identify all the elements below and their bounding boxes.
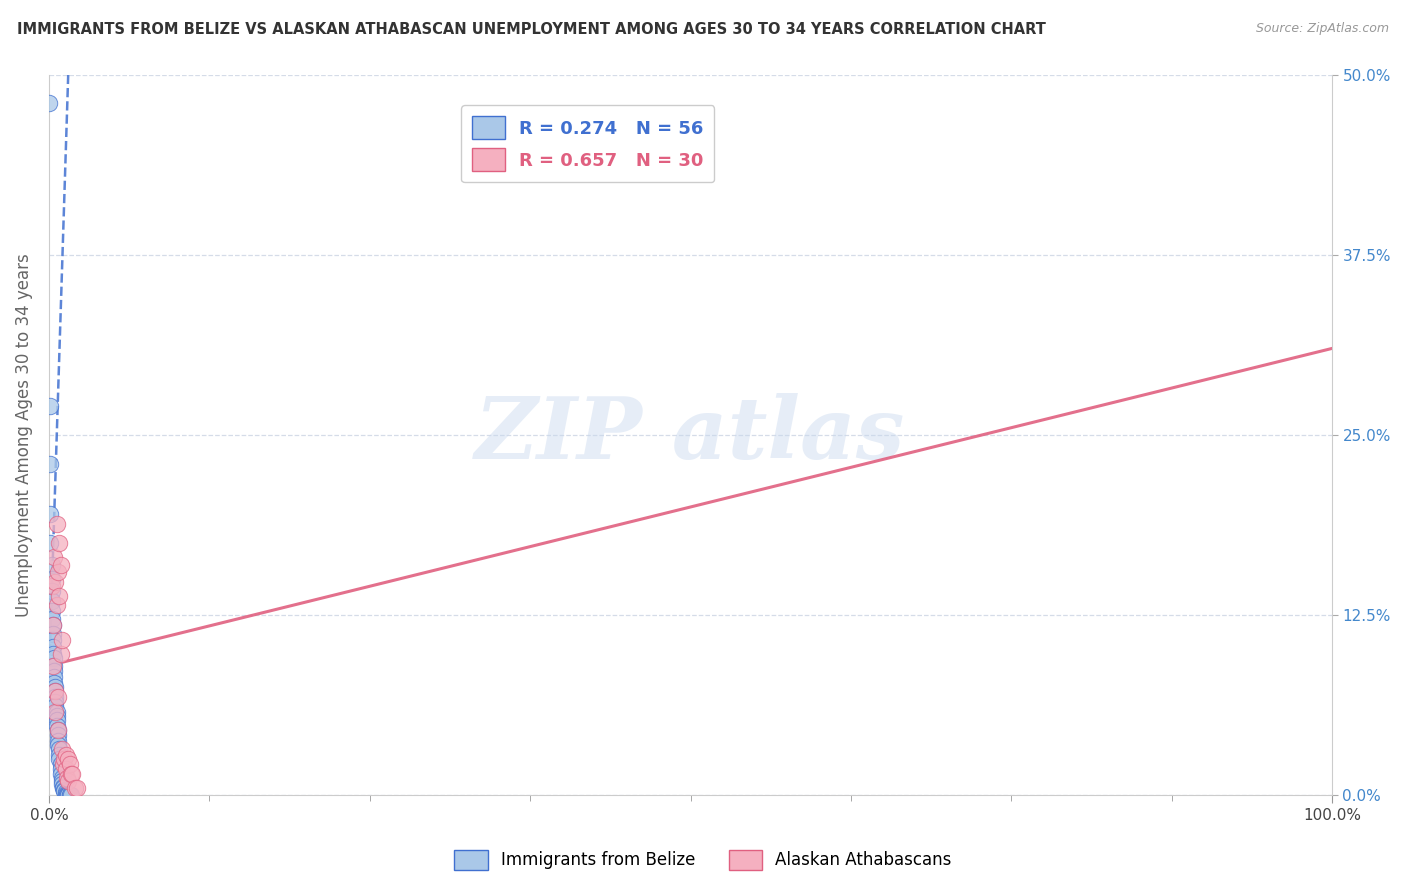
Point [44, 684, 66, 698]
Point [59, 789, 82, 803]
Point [48, 747, 70, 762]
Point [51, 777, 73, 791]
Point [45, 517, 67, 532]
Point [58, 756, 80, 771]
Point [49, 647, 72, 661]
Point [53, 782, 76, 797]
Point [45, 705, 67, 719]
Point [41, 593, 63, 607]
Point [58, 789, 80, 803]
Point [55, 787, 77, 801]
Point [41, 583, 63, 598]
Point [42, 632, 65, 647]
Point [42, 647, 65, 661]
Point [60, 766, 83, 780]
Point [45, 719, 67, 733]
Point [56, 789, 79, 803]
Point [44, 695, 66, 709]
Point [66, 780, 89, 795]
Point [63, 780, 86, 795]
Point [44, 684, 66, 698]
Point [42, 658, 65, 673]
Point [55, 762, 77, 776]
Point [39, 536, 62, 550]
Point [44, 698, 66, 713]
Point [46, 723, 69, 738]
Point [42, 670, 65, 684]
Point [44, 705, 66, 719]
Point [45, 709, 67, 723]
Point [53, 752, 76, 766]
Point [42, 658, 65, 673]
Point [46, 723, 69, 738]
Point [46, 565, 69, 579]
Point [41, 572, 63, 586]
Point [41, 558, 63, 572]
Point [58, 789, 80, 803]
Point [58, 773, 80, 788]
Point [58, 752, 80, 766]
Point [41, 612, 63, 626]
Point [46, 733, 69, 747]
Point [46, 738, 69, 752]
Point [49, 756, 72, 771]
Point [49, 766, 72, 780]
Point [46, 728, 69, 742]
Point [51, 773, 73, 788]
Point [41, 579, 63, 593]
Point [48, 752, 70, 766]
Point [52, 780, 75, 795]
Point [51, 632, 73, 647]
Point [52, 780, 75, 794]
Point [44, 574, 66, 589]
Point [44, 680, 66, 694]
Point [58, 789, 80, 803]
Point [56, 787, 79, 801]
Point [48, 536, 70, 550]
Point [58, 789, 80, 803]
Point [42, 618, 65, 632]
Text: ZIP atlas: ZIP atlas [475, 393, 905, 476]
Point [49, 558, 72, 572]
Point [42, 618, 65, 632]
Point [39, 507, 62, 521]
Point [59, 766, 82, 780]
Point [55, 747, 77, 762]
Point [39, 457, 62, 471]
Legend: R = 0.274   N = 56, R = 0.657   N = 30: R = 0.274 N = 56, R = 0.657 N = 30 [461, 105, 714, 182]
Point [48, 742, 70, 756]
Point [55, 785, 77, 799]
Point [42, 640, 65, 654]
Point [42, 651, 65, 665]
Point [44, 690, 66, 705]
Point [51, 742, 73, 756]
Point [53, 784, 76, 798]
Point [45, 598, 67, 612]
Point [39, 399, 62, 413]
Point [41, 604, 63, 618]
Y-axis label: Unemployment Among Ages 30 to 34 years: Unemployment Among Ages 30 to 34 years [15, 253, 32, 616]
Legend: Immigrants from Belize, Alaskan Athabascans: Immigrants from Belize, Alaskan Athabasc… [447, 843, 959, 877]
Point [42, 550, 65, 565]
Point [49, 762, 72, 776]
Point [52, 756, 75, 771]
Point [56, 771, 79, 785]
Point [42, 676, 65, 690]
Text: IMMIGRANTS FROM BELIZE VS ALASKAN ATHABASCAN UNEMPLOYMENT AMONG AGES 30 TO 34 YE: IMMIGRANTS FROM BELIZE VS ALASKAN ATHABA… [17, 22, 1046, 37]
Point [45, 714, 67, 728]
Point [42, 627, 65, 641]
Point [51, 771, 73, 785]
Point [38, 96, 60, 111]
Text: Source: ZipAtlas.com: Source: ZipAtlas.com [1256, 22, 1389, 36]
Point [42, 665, 65, 679]
Point [48, 590, 70, 604]
Point [46, 690, 69, 705]
